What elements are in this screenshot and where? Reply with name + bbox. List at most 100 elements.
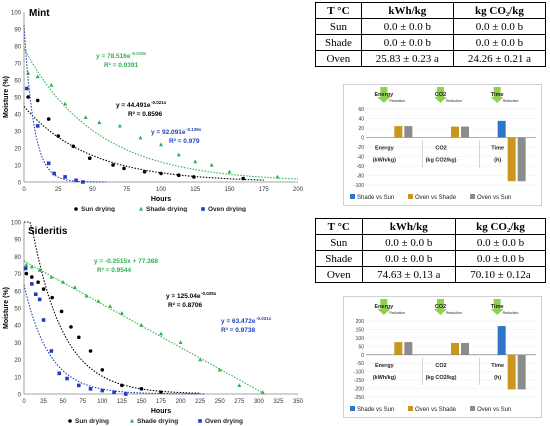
- sideritis-results-table: T °C kWh/kg kg CO₂/kg Sun 0.0 ± 0.0 b 0.…: [315, 218, 546, 283]
- y-tick-label: 50: [14, 307, 21, 313]
- table-cell: 70.10 ± 0.12a: [455, 266, 546, 283]
- legend-label: Oven vs Shade: [415, 407, 457, 413]
- table-cell: 0.0 ± 0.0 b: [361, 234, 457, 251]
- reduction-arrow-icon: [434, 309, 447, 315]
- y-tick-label: 80: [14, 45, 21, 51]
- table-header: kWh/kg: [360, 2, 454, 19]
- reduction-icon: [380, 87, 388, 97]
- category-unit: (h): [494, 375, 501, 381]
- y-tick-label: 0: [18, 393, 22, 399]
- data-point: [120, 383, 124, 388]
- bar: [394, 342, 403, 355]
- data-point: [24, 86, 29, 91]
- x-tick-label: 150: [224, 187, 235, 193]
- x-tick-label: 25: [40, 399, 47, 405]
- data-point: [37, 297, 42, 302]
- table-header: T °C: [315, 2, 362, 19]
- table-row: Sun 0.0 ± 0.0 b 0.0 ± 0.0 b: [315, 18, 547, 35]
- data-point: [84, 293, 89, 298]
- chart-title: Sideritis: [28, 226, 68, 237]
- data-point: [100, 388, 105, 393]
- y-tick-label: 90: [14, 238, 21, 244]
- x-tick-label: 50: [60, 399, 67, 405]
- data-point: [30, 282, 34, 286]
- data-point: [83, 115, 88, 119]
- trendline-r-squared: R² = 0.8706: [168, 302, 203, 309]
- reduction-arrow-icon: [490, 97, 504, 103]
- reduction-icon: [493, 87, 501, 97]
- table-row: Sun 0.0 ± 0.0 b 0.0 ± 0.0 b: [315, 234, 546, 251]
- x-tick-label: 275: [234, 399, 245, 405]
- x-tick-label: 125: [117, 399, 128, 405]
- y-tick-label: 50: [358, 344, 364, 350]
- data-point: [275, 174, 280, 179]
- reduction-icon: [380, 299, 388, 309]
- data-point: [46, 161, 51, 166]
- y-tick-label: 100: [11, 11, 22, 17]
- data-point: [88, 349, 93, 353]
- legend-label: Shade vs Sun: [357, 407, 394, 413]
- legend-swatch: [470, 406, 475, 411]
- data-point: [61, 280, 66, 284]
- y-tick-label: 200: [356, 319, 365, 325]
- y-tick-label: 100: [356, 336, 365, 342]
- data-point: [237, 383, 242, 387]
- table-cell: 74.63 ± 0.13 a: [361, 266, 457, 283]
- legend-swatch: [350, 406, 355, 411]
- data-point: [192, 175, 196, 179]
- legend-label: Oven drying: [208, 206, 246, 212]
- x-tick-label: 0: [22, 187, 26, 193]
- table-cell: 0.0 ± 0.0 b: [360, 18, 454, 35]
- data-point: [63, 175, 67, 179]
- y-tick-label: 20: [14, 147, 21, 153]
- y-tick-label: -100: [354, 370, 364, 376]
- table-header: kWh/kg: [361, 218, 457, 235]
- data-point: [63, 101, 68, 106]
- data-point: [139, 323, 144, 327]
- legend-label: Oven vs Sun: [477, 195, 511, 201]
- trendline-r-squared: R² = 0.979: [169, 138, 200, 145]
- y-tick-label: -60: [357, 164, 364, 170]
- reduction-arrow-icon: [377, 97, 391, 103]
- bar: [461, 126, 469, 138]
- data-point: [71, 144, 76, 149]
- data-point: [111, 163, 115, 167]
- data-point: [87, 156, 92, 160]
- data-point: [49, 82, 54, 87]
- y-tick-label: -50: [357, 361, 364, 367]
- table-cell: Sun: [315, 18, 362, 35]
- data-point: [100, 368, 105, 372]
- table-cell: 25.83 ± 0.23 a: [360, 50, 454, 67]
- trendline-exponent: -0.019x: [131, 51, 147, 56]
- table-row: Shade 0.0 ± 0.0 b 0.0 ± 0.0 b: [315, 250, 546, 267]
- data-point: [260, 390, 265, 394]
- y-tick-label: -40: [357, 155, 364, 161]
- legend-swatch: [408, 194, 413, 199]
- trendline: [23, 106, 264, 181]
- data-point: [123, 392, 128, 396]
- category-label: CO2: [435, 146, 446, 152]
- y-tick-label: 40: [14, 113, 21, 119]
- x-tick-label: 350: [293, 399, 304, 405]
- table-header: kg CO₂/kg: [452, 2, 547, 19]
- table-cell: 0.0 ± 0.0 b: [361, 250, 457, 267]
- trendline-equation: y = 92.091e: [151, 129, 186, 136]
- x-tick-label: 200: [293, 187, 304, 193]
- bar: [451, 126, 459, 138]
- trendline-exponent: -0.139x: [186, 127, 202, 132]
- trendline-equation: y = 63.472e: [221, 318, 256, 325]
- y-tick-label: -100: [354, 183, 364, 189]
- legend-label: Sun drying: [81, 206, 115, 212]
- data-point: [36, 280, 40, 284]
- data-point: [59, 309, 64, 314]
- y-tick-label: 0: [18, 181, 22, 187]
- x-tick-label: 125: [190, 187, 201, 193]
- sideritis-drying-chart: 0 10 20 30 40 50 60 70 80 90 100 0 25 50 75 100 125 150 17…: [0, 216, 315, 426]
- data-point: [26, 95, 30, 99]
- data-point: [69, 325, 73, 329]
- data-point: [30, 275, 34, 279]
- y-tick-label: -150: [354, 378, 364, 384]
- legend-label: Oven vs Shade: [415, 195, 457, 201]
- y-tick-label: 100: [11, 221, 22, 227]
- reduction-label: CO2: [435, 304, 446, 310]
